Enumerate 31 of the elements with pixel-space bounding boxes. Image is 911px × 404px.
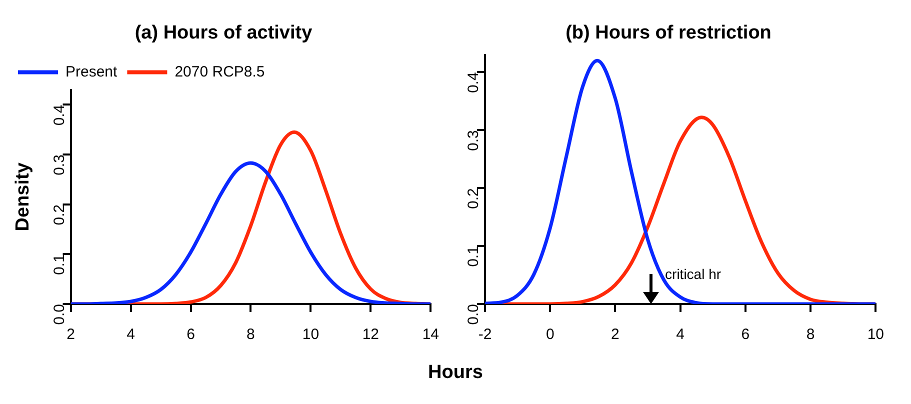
annotation: critical hr [665,266,722,282]
x-tick-label: 4 [676,326,684,344]
x-tick-label: 6 [186,326,195,344]
x-tick-label: 6 [741,326,750,344]
y-tick-label: 0.3 [50,154,68,176]
x-tick-label: 14 [422,326,439,344]
x-tick-label: 2 [611,326,620,344]
y-tick-label: 0.4 [50,104,68,126]
x-axis-title: Hours [427,362,484,384]
legend-label: 2070 RCP8.5 [174,63,265,80]
x-tick-label: 2 [66,326,75,344]
x-tick-label: -2 [478,326,492,344]
y-tick-label: 0.2 [465,188,482,209]
y-tick-label: 0.2 [50,204,68,226]
legend-label: Present [66,63,118,80]
x-tick-label: 12 [362,326,380,344]
x-tick-label: 10 [302,326,320,344]
y-tick-label: 0.3 [465,130,482,151]
x-tick-label: 8 [806,326,815,344]
chart-title: (b) Hours of restriction [566,22,772,44]
y-axis-title: Density [12,162,34,232]
x-tick-label: 4 [126,326,135,344]
x-tick-label: 0 [546,326,554,344]
x-tick-label: 10 [867,326,884,344]
y-tick-label: 0.0 [50,304,68,325]
x-tick-label: 8 [246,326,255,344]
y-tick-label: 0.0 [465,304,482,325]
y-tick-label: 0.4 [465,72,482,94]
chart-title: (a) Hours of activity [134,22,313,44]
y-tick-label: 0.1 [465,246,482,267]
y-tick-label: 0.1 [50,254,68,276]
